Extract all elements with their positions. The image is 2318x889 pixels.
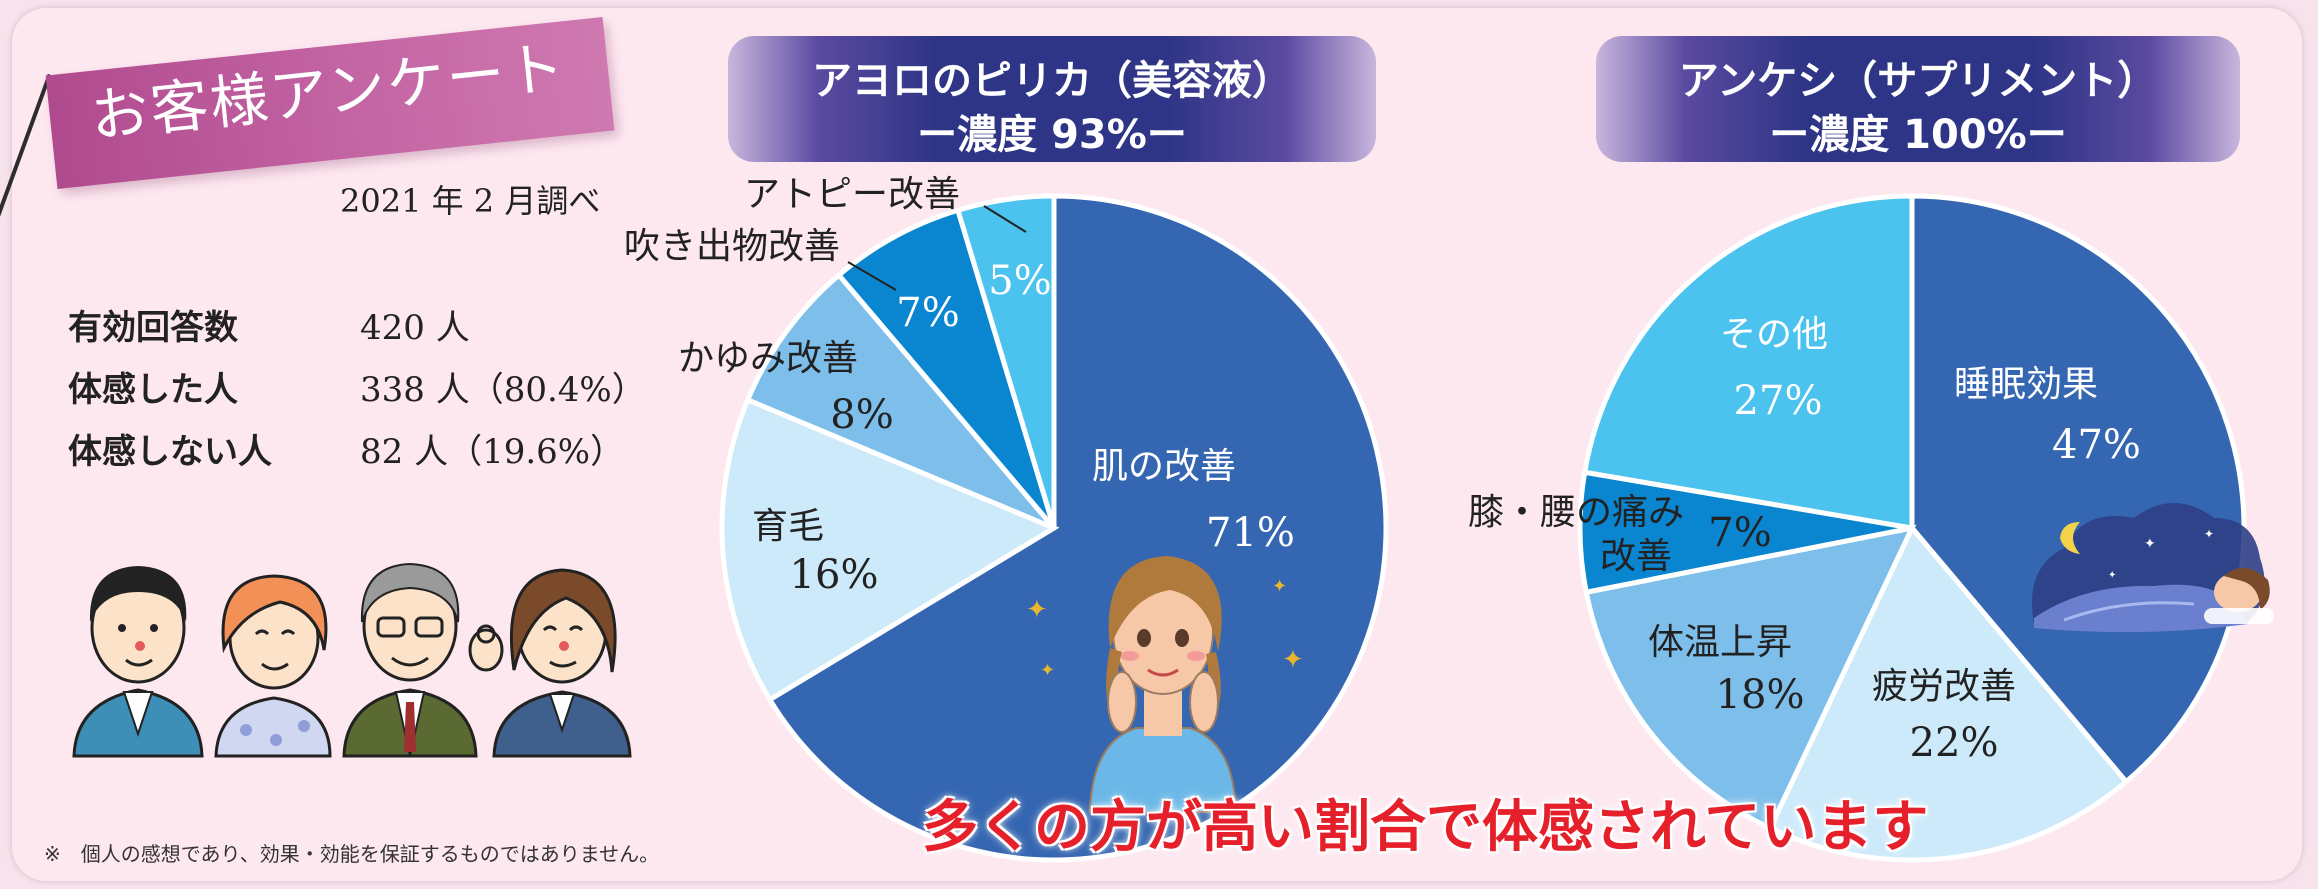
pie-slice: [835, 207, 1057, 530]
stat-value: 338 人（80.4%）: [360, 370, 646, 410]
stat-value: 420 人: [360, 308, 470, 348]
svg-text:✦: ✦: [1282, 645, 1304, 675]
pie-slice-label: 疲労改善: [1872, 666, 2016, 707]
svg-text:✦: ✦: [2144, 536, 2156, 552]
pie-slice-value: 5%: [988, 258, 1051, 304]
svg-text:✦: ✦: [2204, 527, 2214, 541]
stat-value: 82 人（19.6%）: [360, 432, 625, 472]
pie-slice-label: 睡眠効果: [1954, 364, 2098, 405]
svg-text:✦: ✦: [1026, 595, 1048, 625]
pie-slice-label: 吹き出物改善: [624, 226, 840, 267]
pie-slice-label: かゆみ改善: [678, 338, 858, 379]
chart-title: アンケシ（サプリメント）: [1678, 58, 2158, 104]
pie-slice: [1581, 193, 1915, 531]
pie-slice-label: 育毛: [752, 506, 824, 547]
stat-label: 体感しない人: [68, 432, 272, 472]
chart-subtitle: ー濃度 100%ー: [1769, 112, 2067, 158]
pie-slice-label: アトピー改善: [744, 174, 960, 215]
pie-slice: [766, 193, 1389, 863]
pie-slice-value: 16%: [790, 552, 879, 598]
svg-text:✦: ✦: [2108, 570, 2116, 581]
pie-slice: [954, 193, 1057, 529]
pie-chart-serum: 肌の改善 71% 育毛 16% かゆみ改善 8% 吹き出物改善 7% アトピー改善 5%: [624, 174, 1389, 863]
pie-slice-value: 22%: [1910, 720, 1999, 766]
stat-label: 有効回答数: [68, 308, 238, 348]
stat-label: 体感した人: [68, 370, 238, 410]
happy-woman-icon: ✦ ✦ ✦ ✦: [1026, 556, 1304, 813]
pie-slice-value: 18%: [1716, 672, 1805, 718]
pie-slice: [719, 396, 1060, 704]
svg-text:✦: ✦: [1040, 660, 1055, 681]
pie-slice-value: 71%: [1206, 510, 1295, 556]
chart-subtitle: ー濃度 93%ー: [917, 112, 1187, 158]
pie-slice-value: 8%: [830, 392, 893, 438]
pie-slice: [1909, 193, 2247, 786]
pie-slice-label: 改善: [1600, 536, 1672, 577]
disclaimer: ※ 個人の感想であり、効果・効能を保証するものではありません。: [44, 842, 660, 866]
chart-title: アヨロのピリカ（美容液）: [812, 58, 1292, 104]
bottom-message: 多くの方が高い割合で体感されています: [922, 795, 1929, 860]
pie-slice-label: 体温上昇: [1648, 622, 1792, 663]
pie-slice-label: その他: [1720, 314, 1828, 355]
people-group-icon: [72, 562, 632, 758]
pie-slice-value: 27%: [1734, 378, 1823, 424]
pie-slice-label: 肌の改善: [1092, 446, 1236, 487]
pie-slice: [744, 271, 1056, 531]
pie-slice-value: 7%: [1708, 510, 1771, 556]
svg-text:✦: ✦: [1272, 576, 1287, 597]
sleeping-person-icon: ✦ ✦ ✦: [2032, 503, 2274, 633]
pie-leader-line: [983, 205, 1027, 233]
survey-date: 2021 年 2 月調べ: [340, 182, 601, 220]
pie-slice-label: 膝・腰の痛み: [1468, 492, 1684, 533]
chart-header-supplement: アンケシ（サプリメント） ー濃度 100%ー: [1596, 36, 2240, 162]
chart-header-serum: アヨロのピリカ（美容液） ー濃度 93%ー: [728, 36, 1376, 162]
pie-slice-value: 47%: [2052, 422, 2141, 468]
pie-slice: [1583, 524, 1917, 832]
pie-leader-line: [847, 261, 897, 291]
pie-slice-value: 7%: [896, 290, 959, 336]
pie-slice: [1766, 523, 2130, 863]
